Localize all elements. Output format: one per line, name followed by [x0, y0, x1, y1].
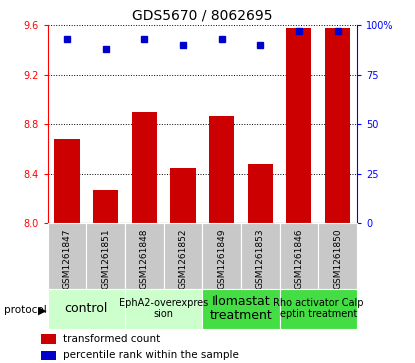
Bar: [202, 223, 241, 289]
Text: GSM1261846: GSM1261846: [294, 228, 303, 289]
Text: transformed count: transformed count: [63, 334, 160, 344]
Bar: [318, 223, 357, 289]
Bar: [125, 289, 202, 329]
Text: GSM1261850: GSM1261850: [333, 228, 342, 289]
Text: Ilomastat
treatment: Ilomastat treatment: [210, 295, 272, 322]
Bar: [164, 223, 202, 289]
Text: GSM1261852: GSM1261852: [178, 228, 188, 289]
Text: GSM1261849: GSM1261849: [217, 228, 226, 289]
Bar: [280, 289, 357, 329]
Bar: [241, 223, 280, 289]
Bar: [48, 289, 125, 329]
Bar: [41, 351, 56, 360]
Text: GSM1261851: GSM1261851: [101, 228, 110, 289]
Bar: [202, 289, 280, 329]
Bar: [171, 168, 195, 223]
Bar: [280, 223, 318, 289]
Bar: [209, 116, 234, 223]
Bar: [132, 112, 157, 223]
Bar: [125, 223, 164, 289]
Text: GSM1261848: GSM1261848: [140, 228, 149, 289]
Bar: [86, 223, 125, 289]
Title: GDS5670 / 8062695: GDS5670 / 8062695: [132, 9, 273, 23]
Text: percentile rank within the sample: percentile rank within the sample: [63, 351, 239, 360]
Text: Rho activator Calp
eptin treatment: Rho activator Calp eptin treatment: [273, 298, 364, 319]
Bar: [248, 164, 273, 223]
Text: GSM1261847: GSM1261847: [63, 228, 71, 289]
Text: control: control: [65, 302, 108, 315]
Text: GSM1261853: GSM1261853: [256, 228, 265, 289]
Bar: [93, 190, 118, 223]
Bar: [48, 223, 86, 289]
Bar: [286, 28, 312, 223]
Text: ▶: ▶: [38, 305, 46, 315]
Bar: [54, 139, 80, 223]
Text: protocol: protocol: [4, 305, 47, 315]
Text: EphA2-overexpres
sion: EphA2-overexpres sion: [119, 298, 208, 319]
Bar: [325, 28, 350, 223]
Bar: [41, 334, 56, 344]
